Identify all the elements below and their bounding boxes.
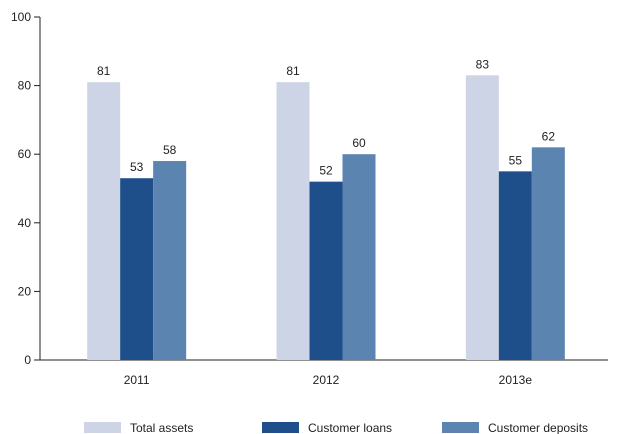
bar-value-label: 81 [286,64,300,78]
legend-swatch [262,422,299,433]
bar-customer-deposits [531,147,565,360]
x-axis: 2011 2012 2013e [40,359,608,387]
bar-total-assets [276,82,310,361]
bar-value-label: 52 [319,164,333,178]
bar-value-label: 83 [476,57,490,71]
bar-customer-loans [309,181,343,360]
bar-value-label: 81 [97,64,111,78]
y-tick-label: 100 [11,10,31,24]
bar-value-label: 60 [352,136,366,150]
x-tick-label: 2012 [313,373,340,387]
bar-customer-loans [498,171,532,360]
legend-label: Customer deposits [488,421,588,434]
legend-label: Customer loans [308,421,392,434]
legend-swatch [442,422,479,433]
x-tick-label: 2013e [499,373,533,387]
x-tick-label: 2011 [124,373,150,387]
bar-value-label: 58 [163,143,177,157]
legend-swatch [84,422,121,433]
bar-value-label: 62 [542,129,556,143]
bar-total-assets [87,82,121,361]
bar-customer-deposits [342,154,376,360]
bar-customer-deposits [153,161,187,360]
y-tick-label: 20 [18,284,32,298]
bar-total-assets [465,75,499,360]
bar-value-label: 53 [130,160,144,174]
bar-value-label: 55 [509,153,523,167]
y-axis: 0 20 40 60 80 100 [11,10,41,367]
bars: 81 53 58 81 52 60 83 55 62 [87,57,565,361]
bar-customer-loans [120,178,154,360]
legend: Total assets Customer loans Customer depos… [84,421,588,434]
y-tick-label: 0 [24,353,31,367]
legend-label: Total assets [130,421,193,434]
y-tick-label: 80 [18,79,32,93]
y-tick-label: 60 [18,147,32,161]
y-tick-label: 40 [18,216,32,230]
